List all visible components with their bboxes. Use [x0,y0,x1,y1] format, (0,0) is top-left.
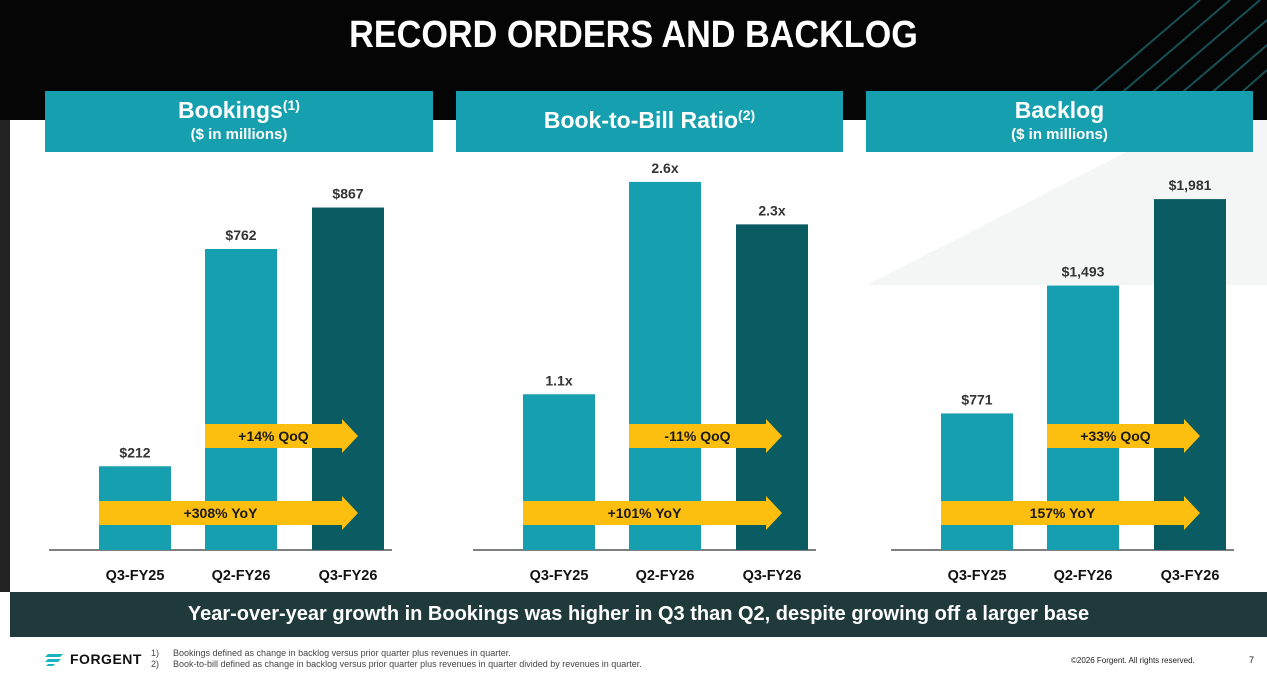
footnote-1-number: 1) [151,648,160,658]
qoq-arrow-shape [1047,419,1200,453]
backlog-title: Backlog [866,97,1253,124]
yoy-arrow-label: +101% YoY [608,505,682,521]
qoq-arrow-shape [629,419,782,453]
forgent-logo-icon [45,654,63,666]
yoy-arrow: +308% YoY [99,496,358,530]
bar-q3-fy26 [736,224,808,551]
category-label: Q2-FY26 [212,568,271,584]
category-label: Q3-FY26 [743,568,802,584]
category-label: Q3-FY25 [106,568,165,584]
bar-value-label: $212 [119,444,150,460]
bar-value-label: $762 [225,227,256,243]
yoy-arrow-shape [523,496,782,530]
book-to-bill-title-text: Book-to-Bill Ratio [543,107,739,133]
copyright: ©2026 Forgent. All rights reserved. [1071,656,1195,665]
category-label: Q3-FY25 [948,568,1007,584]
bar-value-label: 1.1x [545,372,572,388]
category-label: Q3-FY26 [1161,568,1220,584]
bar-value-label: $1,493 [1062,264,1105,280]
bookings-footnote-ref: (1) [282,97,300,113]
book-to-bill-title: Book-to-Bill Ratio(2) [456,107,843,134]
category-label: Q3-FY25 [530,568,589,584]
backlog-chart: $771 Q3-FY25 $1,493 Q2-FY26 $1,981 Q3-FY26 +33… [891,177,1234,584]
backlog-header: Backlog ($ in millions) [866,91,1253,152]
qoq-arrow-label: -11% QoQ [664,428,730,444]
left-edge-strip [0,120,10,592]
bar-value-label: 2.6x [651,160,678,176]
footnotes: 1) Bookings defined as change in backlog … [151,648,642,670]
forgent-logo: FORGENT [44,651,142,667]
bar-q3-fy26 [312,207,384,550]
page-number: 7 [1249,655,1255,665]
book-to-bill-header: Book-to-Bill Ratio(2) [456,91,843,152]
bar-value-label: $867 [332,186,363,202]
logo-text: FORGENT [70,651,142,667]
bar-value-label: 2.3x [758,202,785,218]
yoy-arrow-label: 157% YoY [1030,505,1096,521]
footnote-2: 2) Book-to-bill defined as change in back… [151,659,642,670]
qoq-arrow-label: +33% QoQ [1080,428,1151,444]
category-label: Q2-FY26 [636,568,695,584]
page-title: RECORD ORDERS AND BACKLOG [349,14,918,56]
yoy-arrow: 157% YoY [941,496,1200,530]
backlog-subtitle: ($ in millions) [1011,126,1108,143]
book-to-bill-footnote-ref: (2) [738,107,756,123]
category-label: Q3-FY26 [319,568,378,584]
bookings-subtitle: ($ in millions) [190,126,288,143]
qoq-arrow-shape [205,419,358,453]
yoy-arrow-shape [99,496,358,530]
bookings-header: Bookings(1) ($ in millions) [45,91,433,152]
bar-q2-fy26 [629,181,701,550]
yoy-arrow-label: +308% YoY [184,505,258,521]
footnote-2-number: 2) [151,659,160,669]
bar-q3-fy25 [523,394,595,550]
qoq-arrow: +14% QoQ [205,419,358,453]
bar-q3-fy25 [941,413,1013,550]
qoq-arrow-label: +14% QoQ [238,428,309,444]
yoy-arrow: +101% YoY [523,496,782,530]
book-to-bill-chart: 1.1x Q3-FY25 2.6x Q2-FY26 2.3x Q3-FY26 -11% Qo… [473,160,816,584]
bookings-chart: $212 Q3-FY25 $762 Q2-FY26 $867 Q3-FY26 +14% Qo… [49,186,392,584]
footnote-1: 1) Bookings defined as change in backlog … [151,648,642,659]
backlog-title-text: Backlog [1014,97,1105,123]
bookings-title: Bookings(1) [45,97,433,124]
category-label: Q2-FY26 [1054,568,1113,584]
qoq-arrow: +33% QoQ [1047,419,1200,453]
footnote-2-text: Book-to-bill defined as change in backlo… [173,659,642,669]
bar-value-label: $1,981 [1169,177,1212,193]
qoq-arrow: -11% QoQ [629,419,782,453]
bar-q2-fy26 [205,249,277,550]
bookings-title-text: Bookings [178,97,283,123]
bar-q3-fy26 [1154,199,1226,550]
footer [0,637,1267,679]
yoy-arrow-shape [941,496,1200,530]
bar-value-label: $771 [961,391,992,407]
summary-banner: Year-over-year growth in Bookings was hi… [10,592,1267,637]
footnote-1-text: Bookings defined as change in backlog ve… [173,648,511,658]
